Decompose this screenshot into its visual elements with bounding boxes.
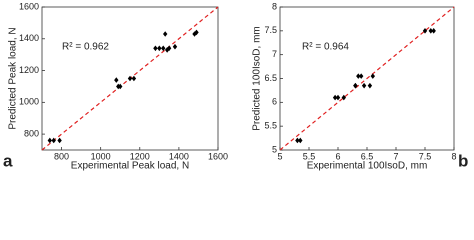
y-tick-label: 7.5 [264,25,277,35]
data-point [161,45,166,52]
y-axis-title: Predicted Peak load, N [8,27,19,129]
y-tick-label: 1600 [19,1,39,11]
x-tick-label: 5.5 [303,151,316,161]
plot-frame [41,6,219,151]
panel-label: b [458,151,468,170]
y-tick-label: 6.5 [264,73,277,83]
data-point [361,82,367,89]
figure: 800 1000 1200 1400 1600 800 1000 1200 1400 1600 Ex… [3,1,468,171]
x-axis-title: Experimental 100IsoD, mm [307,161,428,171]
annotation: R² = 0.964 [302,42,349,53]
y-tick-label: 5 [272,144,277,154]
data-point [335,94,341,101]
x-tick-label: 7.5 [419,151,432,161]
data-point [166,45,172,52]
x-tick-label: 1600 [208,151,228,161]
data-point [428,28,433,34]
reference-line [279,6,455,151]
y-tick-label: 1000 [19,97,39,107]
x-tick-label: 5 [277,151,282,161]
data-point [131,75,137,82]
x-tick-label: 7 [393,151,398,161]
y-tick-label: 7 [272,49,277,59]
data-point [47,137,53,144]
x-tick-label: 800 [54,151,69,161]
annotation: R² = 0.962 [62,42,109,53]
data-point [153,45,158,52]
data-point [194,29,199,36]
data-point [367,82,373,89]
y-tick-label: 1200 [19,65,39,75]
data-point [127,75,133,82]
data-point [295,137,300,144]
data-point [298,137,303,144]
data-point [163,31,168,37]
x-tick-label: 1400 [169,151,189,161]
data-point [57,137,62,144]
x-tick-label: 1200 [130,151,150,161]
data-point [353,82,358,89]
x-tick-label: 6 [335,151,340,161]
data-point [341,94,346,101]
x-axis-title: Experimental Peak load, N [71,161,189,171]
data-point [370,73,375,79]
data-point [422,28,428,34]
y-tick-label: 8 [272,1,277,11]
y-tick-label: 1400 [19,33,39,43]
data-point [172,43,178,50]
x-tick-label: 8 [451,151,456,161]
data-point [356,73,361,79]
y-axis-title: Predicted 100IsoD, mm [252,26,263,131]
data-point [118,83,123,90]
data-point [431,28,436,34]
x-tick-label: 6.5 [361,151,374,161]
data-point [157,45,162,52]
y-tick-label: 6 [272,97,277,107]
x-tick-label: 1000 [91,151,111,161]
data-point [359,73,364,79]
data-point [51,137,56,144]
data-point [332,94,338,101]
y-tick-label: 5.5 [264,121,277,131]
y-tick-label: 800 [24,128,39,138]
data-point [114,77,119,83]
panel-label: a [3,151,13,170]
